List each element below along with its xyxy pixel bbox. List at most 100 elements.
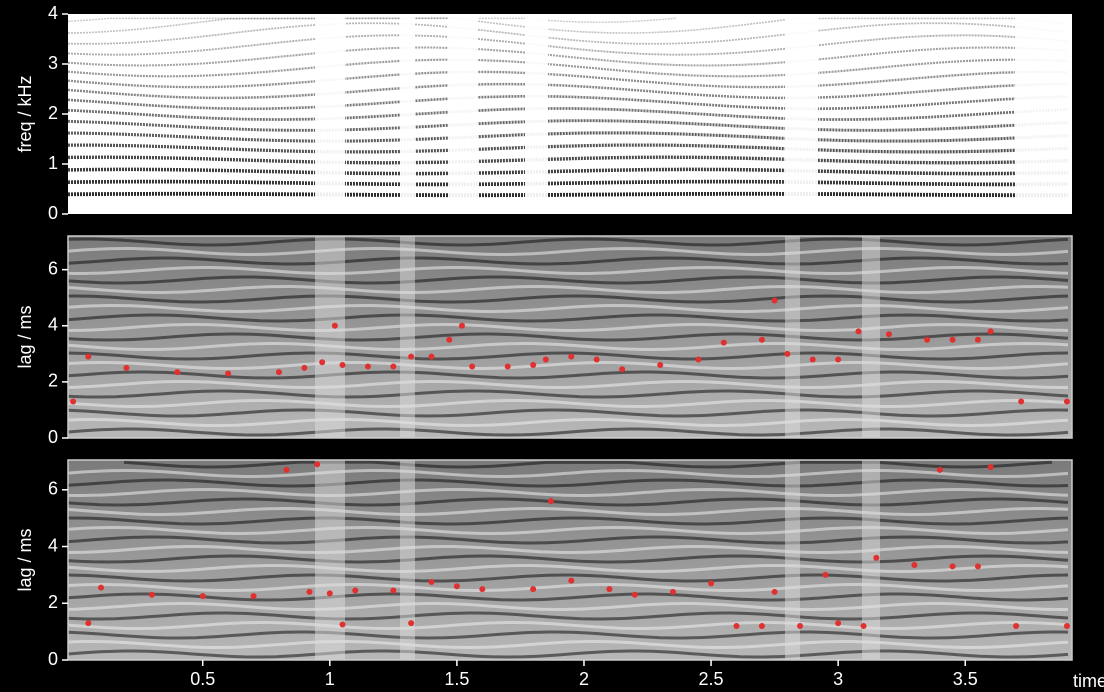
pitch-point (390, 363, 397, 370)
pitch-point (987, 464, 994, 471)
lag-stripe (67, 322, 1069, 332)
lag-stripe (67, 389, 1069, 399)
y-tick-label: 1 (48, 153, 58, 173)
pitch-point (339, 621, 346, 628)
y-axis-label: lag / ms (15, 305, 35, 368)
y-tick-label: 4 (48, 3, 58, 23)
lag-stripe (67, 611, 1069, 621)
pitch-point (657, 362, 664, 369)
pitch-point (1063, 398, 1070, 405)
y-tick-label: 4 (48, 535, 58, 555)
transition (862, 460, 880, 660)
x-tick-label: 3 (833, 669, 843, 689)
pitch-point (85, 353, 92, 360)
pitch-point (148, 591, 155, 598)
panel: lag / ms 0 2 4 6 0.5 1 1.5 2 2.5 3 3.5 time / s (15, 459, 1104, 691)
x-tick-label: 1 (325, 669, 335, 689)
pitch-point (631, 591, 638, 598)
lag-stripe (123, 460, 1053, 469)
pitch-point (924, 336, 931, 343)
x-tick-label: 3.5 (953, 669, 978, 689)
pitch-point (619, 366, 626, 373)
lag-stripe (67, 427, 1069, 437)
lag-stripe (67, 246, 1069, 257)
pitch-point (720, 339, 727, 346)
pitch-point (974, 336, 981, 343)
lag-stripe (67, 256, 1069, 266)
lag-stripe (67, 640, 1069, 650)
harmonic (67, 82, 1068, 100)
lag-stripe (67, 602, 1068, 612)
lag-stripe (67, 583, 1069, 593)
pitch-point (771, 588, 778, 595)
lag-stripe (67, 544, 1069, 554)
harmonic (67, 167, 1069, 176)
pitch-point (250, 593, 257, 600)
lag-stripe (67, 380, 1068, 390)
lag-stripe (67, 563, 1069, 574)
harmonic (67, 46, 1069, 67)
pitch-point (987, 328, 994, 335)
lag-stripe (67, 525, 1069, 535)
silence (1015, 14, 1072, 214)
lag-stripe (67, 592, 1069, 602)
lag-stripe (67, 351, 1069, 361)
pitch-point (733, 622, 740, 629)
lag-stripe (67, 478, 1069, 488)
lag-stripe (67, 487, 1069, 497)
pitch-point (885, 331, 892, 338)
harmonic (67, 94, 1069, 111)
pitch-point (542, 356, 549, 363)
transition (862, 236, 880, 438)
x-tick-label: 0.5 (190, 669, 215, 689)
harmonic (67, 131, 1069, 143)
lag-stripe (67, 535, 1069, 545)
harmonic (67, 17, 677, 23)
harmonic (67, 119, 1069, 132)
pitch-point (364, 363, 371, 370)
pitch-point (835, 620, 842, 627)
x-tick-label: 2 (579, 669, 589, 689)
lag-stripe (67, 265, 1069, 275)
harmonic (67, 191, 1069, 198)
transition (400, 460, 415, 660)
panel: freq / kHz 0 1 2 3 4 (15, 3, 1072, 223)
panel-background (68, 14, 1072, 214)
lag-stripe (67, 313, 1069, 323)
lag-stripe (67, 275, 1069, 285)
pitch-point (936, 466, 943, 473)
pitch-point (530, 586, 537, 593)
pitch-point (695, 356, 702, 363)
y-tick-label: 3 (48, 53, 58, 73)
lag-stripe (67, 370, 1069, 380)
pitch-point (530, 362, 537, 369)
pitch-point (758, 622, 765, 629)
harmonic (67, 58, 1069, 78)
pitch-point (771, 297, 778, 304)
silence (315, 14, 345, 214)
x-axis-label: time / s (1073, 671, 1104, 691)
pitch-point (974, 563, 981, 570)
pitch-point (326, 590, 333, 597)
harmonic (67, 155, 1069, 165)
harmonic (67, 22, 1069, 45)
lag-stripe (67, 237, 1069, 247)
pitch-point (547, 498, 554, 505)
pitch-point (1018, 398, 1025, 405)
pitch-point (283, 466, 290, 473)
pitch-point (428, 578, 435, 585)
pitch-point (352, 587, 359, 594)
pitch-point (504, 363, 511, 370)
pitch-point (835, 356, 842, 363)
harmonic (67, 70, 1069, 89)
pitch-point (809, 356, 816, 363)
pitch-point (390, 587, 397, 594)
pitch-point (123, 364, 130, 371)
pitch-point (408, 620, 415, 627)
y-tick-label: 0 (48, 203, 58, 223)
transition (785, 236, 800, 438)
pitch-point (873, 554, 880, 561)
lag-stripe (67, 399, 1069, 409)
pitch-point (275, 369, 282, 376)
